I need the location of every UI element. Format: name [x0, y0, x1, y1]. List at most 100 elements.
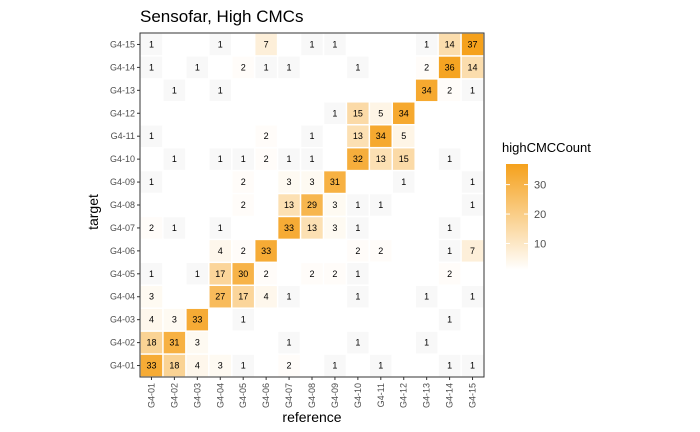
heatmap-cell: [347, 331, 369, 354]
heatmap-cell: [278, 286, 300, 308]
cell-value-label: 1: [287, 338, 292, 348]
cell-value-label: 31: [330, 177, 340, 187]
cell-value-label: 1: [149, 62, 154, 72]
cell-value-label: 13: [284, 200, 294, 210]
heatmap-cell: [370, 354, 392, 377]
cell-value-label: 1: [378, 361, 383, 371]
legend-title: highCMCCount: [502, 140, 591, 155]
heatmap-cell: [301, 194, 323, 216]
cell-value-label: 31: [169, 338, 179, 348]
heatmap-cell: [163, 148, 186, 170]
legend-ticks: 10 20 30: [506, 180, 546, 251]
cell-value-label: 1: [172, 223, 177, 233]
cell-value-label: 18: [146, 338, 156, 348]
heatmap-cell: [232, 286, 254, 308]
heatmap-cell: [438, 148, 461, 170]
heatmap-cell: [140, 354, 163, 377]
cell-value-label: 2: [287, 361, 292, 371]
heatmap-cell: [438, 56, 461, 79]
heatmap-cell: [278, 331, 300, 354]
heatmap-cell: [370, 125, 392, 147]
cell-value-label: 1: [424, 39, 429, 49]
heatmap-cell: [255, 286, 277, 308]
cell-value-label: 1: [470, 200, 475, 210]
heatmap-cell: [186, 331, 209, 354]
cell-value-label: 1: [332, 108, 337, 118]
cell-value-label: 1: [309, 154, 314, 164]
color-legend: highCMCCount 10 20 30: [502, 140, 591, 270]
cell-value-label: 5: [378, 108, 383, 118]
cell-value-label: 1: [447, 315, 452, 325]
cell-value-label: 1: [149, 39, 154, 49]
heatmap-cell: [461, 56, 484, 79]
cell-value-label: 1: [355, 269, 360, 279]
heatmap-cell: [461, 240, 484, 262]
heatmap-cell: [209, 148, 231, 170]
cell-value-label: 1: [355, 292, 360, 302]
legend-colorbar: [506, 164, 528, 270]
legend-tick-label: 30: [534, 180, 546, 192]
heatmap-cell: [186, 263, 209, 285]
heatmap-cell: [347, 56, 369, 79]
heatmap-cell: [347, 194, 369, 216]
cell-value-label: 1: [424, 292, 429, 302]
cell-value-label: 1: [172, 154, 177, 164]
heatmap-cell: [278, 56, 300, 79]
heatmap-cell: [278, 171, 300, 193]
cell-value-label: 3: [287, 177, 292, 187]
cell-value-label: 2: [264, 269, 269, 279]
heatmap-cell: [438, 263, 461, 285]
cell-value-label: 33: [192, 315, 202, 325]
x-tick-label: G4-05: [238, 383, 248, 408]
heatmap-cell: [461, 33, 484, 56]
cell-value-label: 1: [332, 361, 337, 371]
heatmap-cell: [393, 102, 415, 124]
cell-value-label: 1: [447, 246, 452, 256]
cell-value-label: 5: [401, 131, 406, 141]
cell-value-label: 1: [470, 85, 475, 95]
heatmap-cell: [370, 148, 392, 170]
cell-value-label: 1: [241, 315, 246, 325]
heatmap-cell: [301, 33, 323, 56]
cell-value-label: 2: [378, 246, 383, 256]
cell-value-label: 2: [241, 246, 246, 256]
heatmap-cell: [140, 33, 163, 56]
heatmap-cell: [461, 354, 484, 377]
heatmap-cell: [232, 171, 254, 193]
cell-value-label: 1: [287, 154, 292, 164]
cell-value-label: 1: [470, 292, 475, 302]
cell-value-label: 14: [468, 62, 478, 72]
cell-value-label: 1: [447, 223, 452, 233]
heatmap-cell: [301, 148, 323, 170]
y-tick-label: G4-10: [110, 154, 135, 164]
x-tick-label: G4-01: [146, 383, 156, 408]
heatmap-cell: [461, 286, 484, 308]
x-tick-label: G4-12: [399, 383, 409, 408]
cell-value-label: 4: [264, 292, 269, 302]
y-tick-label: G4-13: [110, 85, 135, 95]
heatmap-cell: [232, 263, 254, 285]
y-tick-label: G4-05: [110, 269, 135, 279]
heatmap-cell: [370, 194, 392, 216]
cell-value-label: 1: [149, 269, 154, 279]
heatmap-cell: [163, 308, 186, 331]
cell-value-label: 4: [218, 246, 223, 256]
heatmap-cell: [209, 79, 231, 102]
heatmap-cell: [232, 354, 254, 377]
cell-value-label: 1: [355, 223, 360, 233]
y-tick-label: G4-09: [110, 177, 135, 187]
x-tick-label: G4-15: [468, 383, 478, 408]
cell-value-label: 1: [195, 269, 200, 279]
heatmap-cell: [301, 125, 323, 147]
cell-value-label: 1: [355, 62, 360, 72]
heatmap-cell: [186, 308, 209, 331]
cell-value-label: 4: [149, 315, 154, 325]
heatmap-cell: [324, 354, 346, 377]
heatmap-cell: [324, 171, 346, 193]
cell-value-label: 1: [378, 200, 383, 210]
x-tick-label: G4-04: [215, 383, 225, 408]
heatmap-cell: [140, 171, 163, 193]
y-tick-label: G4-15: [110, 39, 135, 49]
heatmap-cell: [232, 240, 254, 262]
heatmap-cell: [140, 331, 163, 354]
